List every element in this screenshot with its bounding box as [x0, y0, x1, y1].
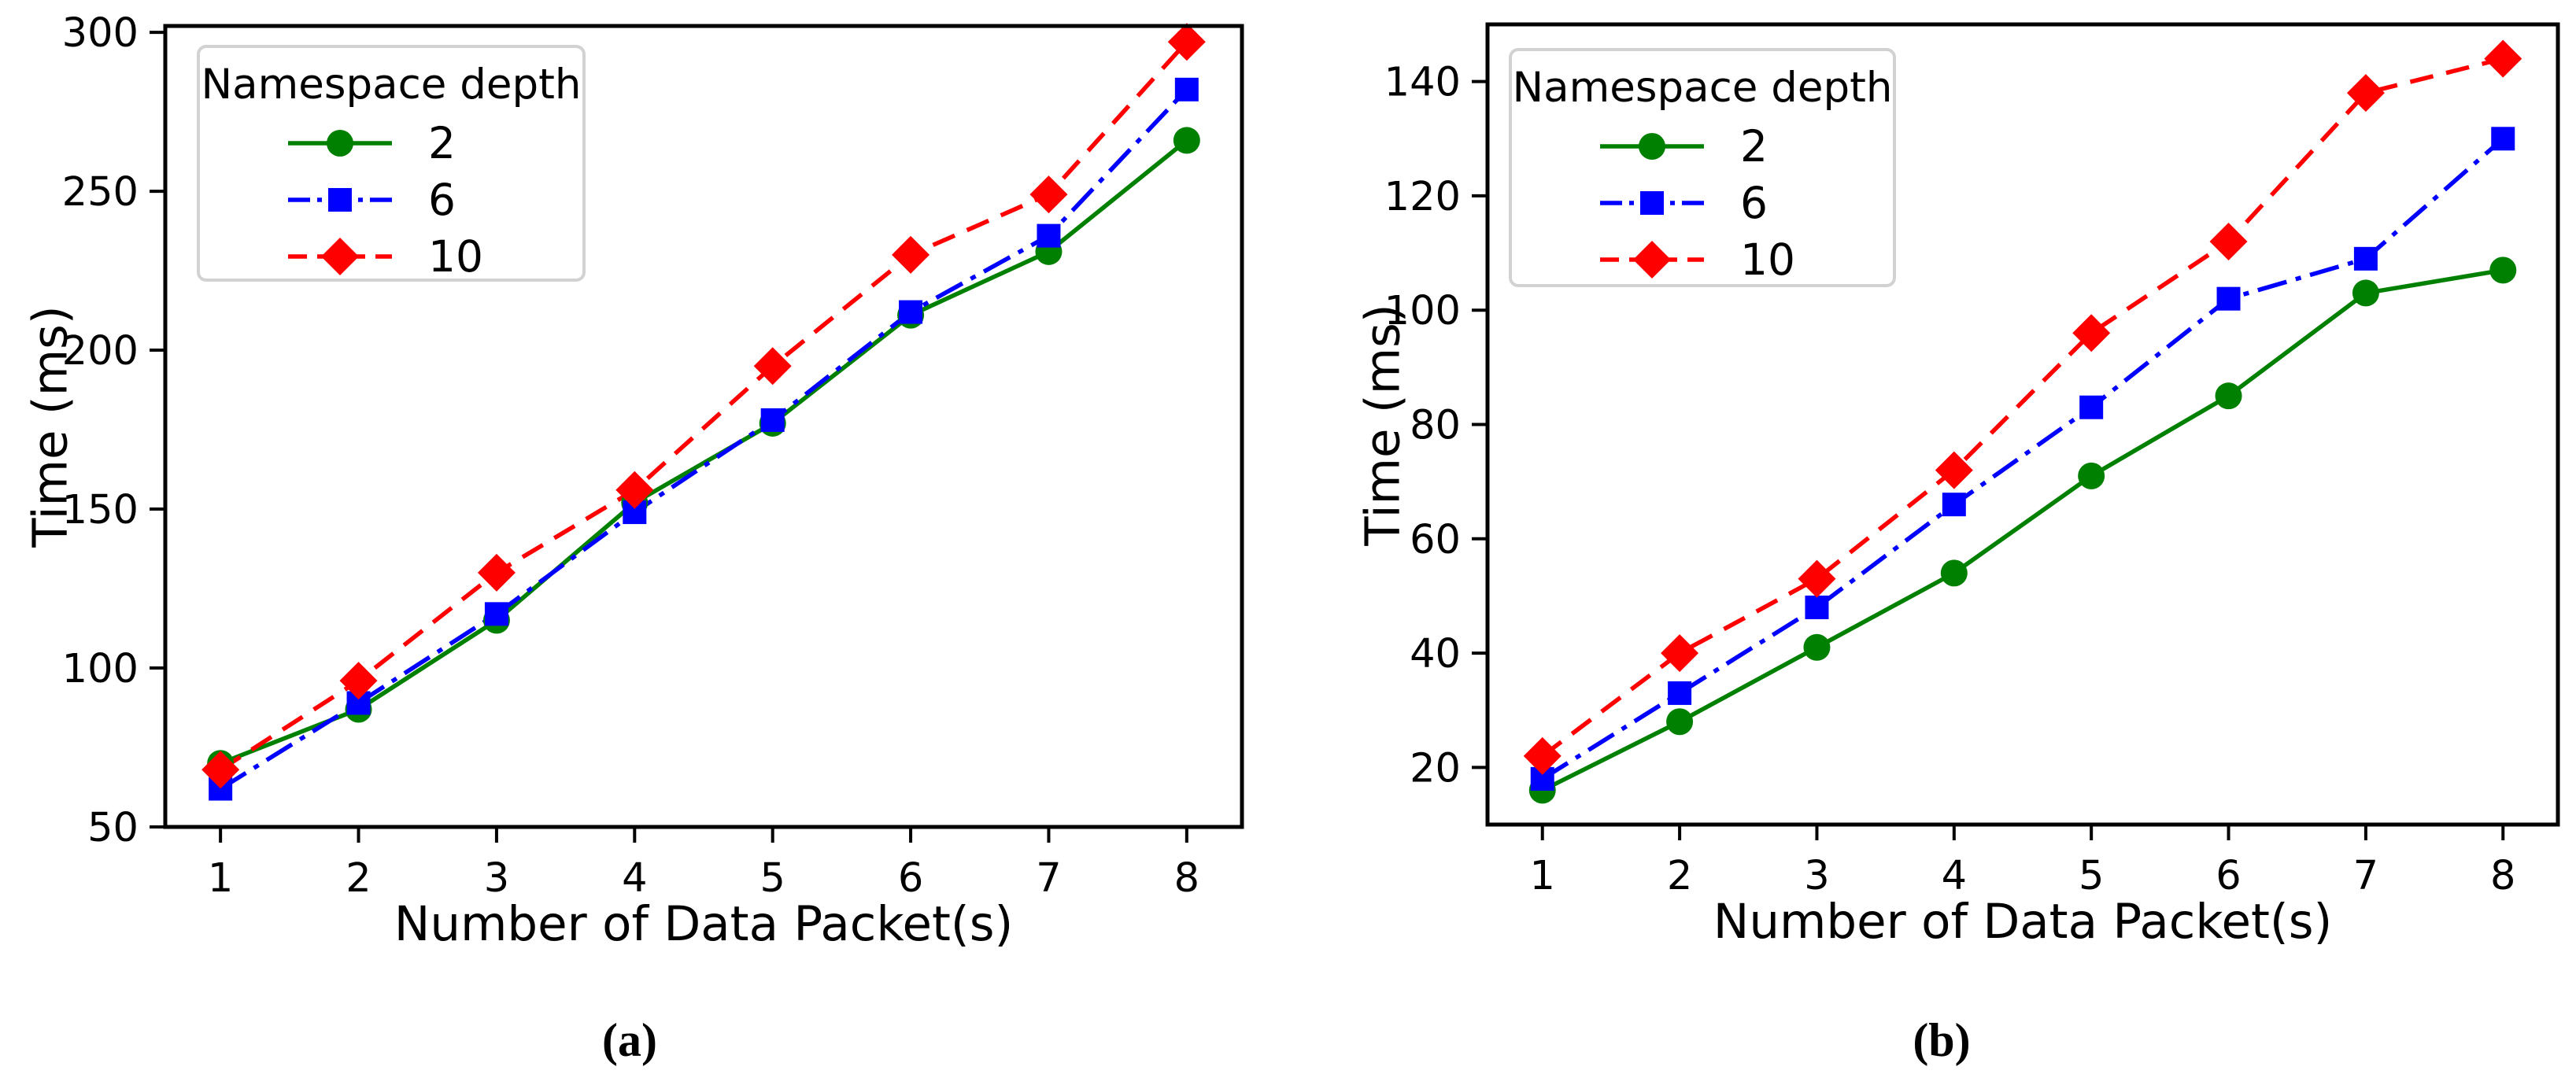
blue-square-dashdot-line-icon: [1600, 191, 1704, 215]
svg-text:20: 20: [1410, 745, 1461, 792]
legend-row-depth-10: 10: [1512, 231, 1893, 288]
plot-area-b: 1 2 3 4 5 6 7 8 20 40 60 80 100 120 140: [1384, 22, 2560, 899]
svg-text:140: 140: [1384, 60, 1461, 106]
svg-text:250: 250: [62, 169, 139, 216]
legend-entry-label: 10: [1740, 234, 1795, 285]
legend-row-depth-2: 2: [200, 115, 582, 172]
chart-panel-a: 1 2 3 4 5 6 7 8 50 100 150 200 250 300 Time (ms) Numb…: [22, 10, 1244, 1066]
svg-text:7: 7: [1036, 855, 1061, 902]
svg-text:6: 6: [898, 855, 923, 902]
svg-text:1: 1: [208, 855, 233, 902]
svg-text:4: 4: [1942, 853, 1967, 899]
legend-entry-label: 6: [428, 175, 456, 225]
svg-text:2: 2: [346, 855, 371, 902]
svg-text:60: 60: [1410, 517, 1461, 563]
svg-text:5: 5: [759, 855, 785, 902]
svg-text:1: 1: [1530, 853, 1555, 899]
legend-entry-label: 2: [1740, 121, 1768, 172]
svg-text:80: 80: [1410, 403, 1461, 449]
svg-text:100: 100: [62, 646, 139, 692]
svg-text:8: 8: [2490, 853, 2515, 899]
svg-text:150: 150: [62, 487, 139, 533]
blue-square-dashdot-line-icon: [288, 188, 392, 212]
legend-row-depth-6: 6: [200, 172, 582, 228]
svg-text:6: 6: [2216, 853, 2241, 899]
legend: Namespace depth 2 6 10: [1509, 48, 1896, 287]
caption-b: (b): [1913, 1014, 1971, 1066]
legend-title: Namespace depth: [1512, 64, 1893, 112]
chart-panel-b: 1 2 3 4 5 6 7 8 20 40 60 80 100 120 140 Time (ms) Numb…: [1288, 0, 2576, 1085]
y-axis-label: Time (ms): [22, 305, 79, 548]
svg-text:100: 100: [1384, 288, 1461, 334]
svg-text:2: 2: [1667, 853, 1692, 899]
svg-text:200: 200: [62, 328, 139, 375]
green-circle-solid-line-icon: [288, 130, 392, 157]
y-axis-label: Time (ms): [1355, 304, 1411, 546]
legend-rows: 2 6 10: [200, 115, 582, 285]
svg-text:7: 7: [2353, 853, 2378, 899]
legend-row-depth-2: 2: [1512, 118, 1893, 175]
svg-text:8: 8: [1174, 855, 1199, 902]
svg-text:3: 3: [484, 855, 509, 902]
legend-title: Namespace depth: [201, 61, 582, 109]
svg-text:3: 3: [1804, 853, 1829, 899]
legend-rows: 2 6 10: [1512, 118, 1893, 288]
legend-row-depth-10: 10: [200, 228, 582, 285]
plot-area-a: 1 2 3 4 5 6 7 8 50 100 150 200 250 300: [62, 10, 1244, 902]
red-diamond-dashed-line-icon: [1600, 241, 1704, 279]
x-axis-label: Number of Data Packet(s): [1713, 894, 2333, 950]
green-circle-solid-line-icon: [1600, 133, 1704, 160]
svg-text:5: 5: [2079, 853, 2104, 899]
svg-text:120: 120: [1384, 174, 1461, 220]
x-axis-label: Number of Data Packet(s): [394, 896, 1014, 952]
caption-a: (a): [602, 1014, 657, 1066]
legend-row-depth-6: 6: [1512, 175, 1893, 231]
legend-entry-label: 6: [1740, 178, 1768, 228]
legend: Namespace depth 2 6 10: [197, 45, 586, 282]
legend-entry-label: 2: [428, 118, 456, 168]
red-diamond-dashed-line-icon: [288, 238, 392, 275]
svg-text:50: 50: [87, 805, 139, 851]
svg-text:40: 40: [1410, 631, 1461, 677]
legend-entry-label: 10: [428, 231, 483, 282]
svg-text:300: 300: [62, 10, 139, 57]
svg-text:4: 4: [622, 855, 647, 902]
